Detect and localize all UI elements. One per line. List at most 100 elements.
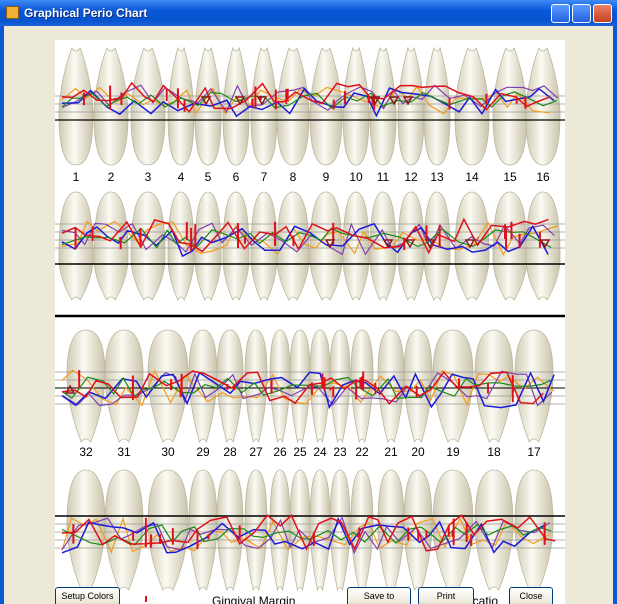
tooth-number: 10 [349, 170, 363, 184]
close-button[interactable]: Close [509, 587, 553, 604]
tooth-number: 4 [178, 170, 185, 184]
tooth [309, 47, 343, 166]
tooth-number: 24 [313, 445, 327, 459]
tooth-number: 6 [233, 170, 240, 184]
furcation-mark [404, 239, 416, 249]
tooth-number: 11 [377, 170, 390, 184]
tooth [216, 329, 244, 444]
tooth [250, 46, 278, 166]
tooth [423, 46, 451, 166]
perio-tracing [61, 81, 551, 114]
furcation-mark [424, 239, 436, 249]
tooth [492, 191, 528, 301]
perio-tracing [61, 516, 551, 554]
perio-tracing [61, 370, 544, 405]
tooth [130, 191, 166, 301]
tooth-number: 16 [536, 170, 550, 184]
tooth [167, 191, 195, 301]
tooth-number: 5 [205, 170, 212, 184]
tooth [244, 329, 268, 444]
furcation-mark [234, 96, 246, 106]
tooth [104, 329, 144, 443]
tooth-number: 31 [117, 445, 131, 459]
tooth [309, 469, 331, 592]
minimize-button[interactable] [551, 4, 570, 23]
furcation-mark [382, 239, 394, 249]
tooth-number: 20 [411, 445, 425, 459]
furcation-mark [64, 384, 76, 394]
window-border [613, 26, 617, 604]
tooth-number: 29 [196, 445, 210, 459]
setup-colors-button[interactable]: Setup Colors [55, 587, 120, 604]
tooth-number: 7 [261, 170, 268, 184]
tooth-number: 22 [355, 445, 369, 459]
perio-tracing [61, 87, 555, 118]
tooth-number: 3 [145, 170, 152, 184]
perio-tracing [61, 369, 555, 407]
tooth-number: 8 [290, 170, 297, 184]
tooth [93, 191, 129, 301]
tooth-number: 23 [333, 445, 347, 459]
tooth [147, 469, 189, 591]
tooth [66, 329, 106, 443]
perio-tracing [61, 220, 558, 257]
tooth [403, 329, 433, 444]
tooth [432, 329, 474, 443]
tooth [188, 469, 218, 591]
tooth-number: 18 [487, 445, 501, 459]
perio-tracing [61, 85, 550, 115]
tooth-number: 30 [161, 445, 175, 459]
maximize-button[interactable] [572, 4, 591, 23]
tooth-number: 1 [73, 170, 80, 184]
tooth [104, 469, 144, 591]
tooth-number: 14 [465, 170, 479, 184]
tooth [397, 46, 425, 166]
tooth [269, 469, 291, 592]
tooth [369, 191, 397, 301]
perio-tracing [61, 217, 549, 255]
legend-gingival-margin: Gingival Margin [212, 594, 296, 604]
tooth [289, 329, 311, 444]
furcation-mark [388, 96, 400, 106]
furcation-mark [402, 96, 414, 106]
tooth [147, 329, 189, 443]
tooth-number: 32 [79, 445, 93, 459]
tooth [276, 47, 310, 166]
tooth [250, 191, 278, 301]
tooth-number: 9 [323, 170, 330, 184]
legend-furcation: urcatio [462, 594, 499, 604]
furcation-mark [539, 239, 551, 249]
tooth-number: 28 [223, 445, 237, 459]
save-to-images-button[interactable]: Save to Images [347, 587, 411, 604]
tooth [309, 191, 343, 301]
window-border [0, 26, 4, 604]
furcation-mark [324, 239, 336, 249]
tooth-number: 25 [293, 445, 307, 459]
tooth-number: 17 [527, 445, 541, 459]
tooth [454, 47, 490, 166]
tooth [350, 469, 374, 592]
tooth-number: 13 [430, 170, 444, 184]
tooth [58, 47, 94, 166]
tooth-number: 27 [249, 445, 263, 459]
perio-tracing [61, 371, 555, 410]
tooth [525, 47, 561, 166]
tooth [269, 329, 291, 444]
tooth [329, 469, 351, 592]
tooth [167, 46, 195, 166]
furcation-mark [256, 96, 268, 106]
furcation-mark [464, 239, 476, 249]
window-title: Graphical Perio Chart [24, 6, 148, 20]
tooth-number: 12 [404, 170, 418, 184]
title-bar: Graphical Perio Chart [0, 0, 617, 26]
tooth [474, 469, 514, 591]
tooth-number: 26 [273, 445, 287, 459]
tooth-number: 2 [108, 170, 115, 184]
tooth [342, 191, 370, 301]
close-window-button[interactable] [593, 4, 612, 23]
print-button[interactable]: Print [418, 587, 474, 604]
tooth [342, 46, 370, 166]
perio-tracing [61, 370, 553, 407]
